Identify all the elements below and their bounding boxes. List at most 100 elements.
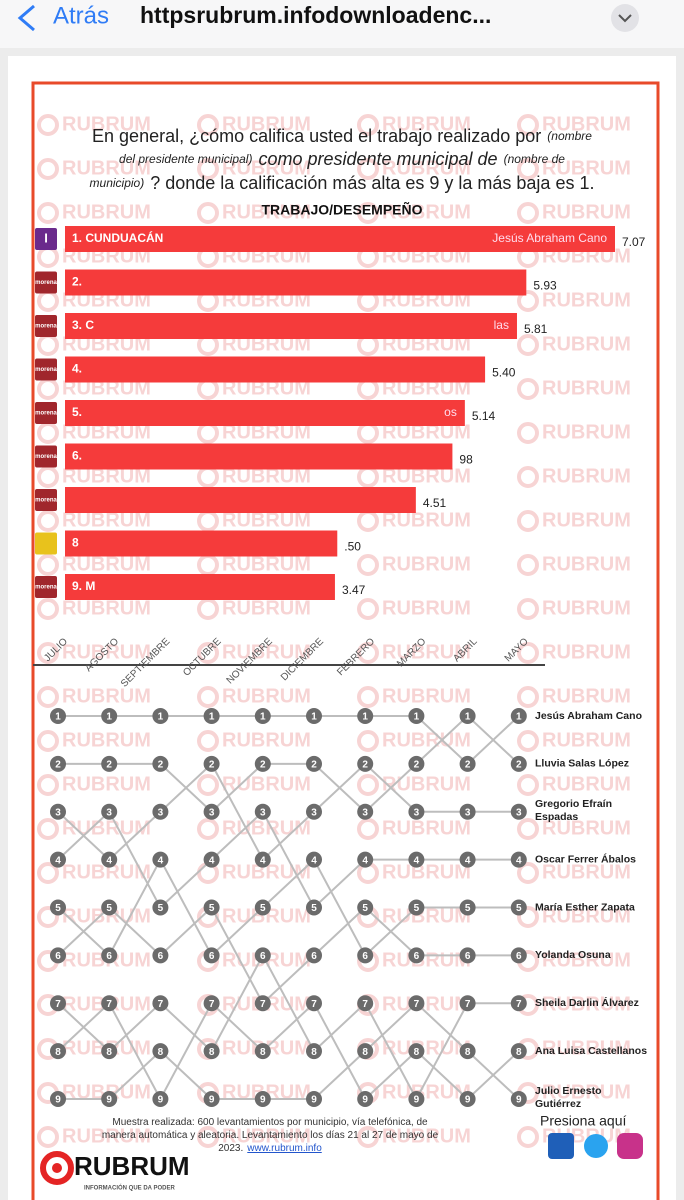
rank-number: 2 <box>414 760 420 771</box>
rank-number: 2 <box>362 760 368 771</box>
rank-number: 8 <box>260 1047 266 1058</box>
watermark: RUBRUM <box>542 861 631 883</box>
watermark: RUBRUM <box>542 553 631 575</box>
menu-button[interactable] <box>611 4 639 32</box>
watermark: RUBRUM <box>222 641 311 663</box>
rank-node <box>254 995 271 1012</box>
watermark: RUBRUM <box>542 597 631 619</box>
facebook-icon[interactable] <box>548 1133 574 1159</box>
candidate-name-part: Espadas <box>535 811 578 823</box>
rank-number: 9 <box>158 1095 164 1106</box>
question-line: municipio) ? donde la calificación más al… <box>90 173 595 193</box>
instagram-icon[interactable] <box>617 1133 643 1159</box>
value-label: 7.07 <box>622 235 646 249</box>
rank-node <box>357 947 374 964</box>
back-arrow[interactable] <box>17 4 35 32</box>
watermark: RUBRUM <box>542 377 631 399</box>
party-badge <box>35 532 57 555</box>
value-label: 98 <box>459 453 473 467</box>
watermark-icon <box>197 730 219 752</box>
rank-node <box>459 995 476 1012</box>
watermark-icon <box>357 818 379 840</box>
rank-number: 5 <box>158 903 164 914</box>
watermark: RUBRUM <box>542 201 631 223</box>
rank-number: 1 <box>260 712 266 723</box>
watermark: RUBRUM <box>222 553 311 575</box>
rank-node <box>510 851 527 868</box>
rank-node <box>101 1091 118 1107</box>
watermark: RUBRUM <box>222 201 311 223</box>
twitter-icon[interactable] <box>584 1134 608 1158</box>
bar-name: las <box>494 318 509 332</box>
watermark-icon <box>517 642 539 664</box>
footer-text: manera automática y aleatoria. Levantami… <box>102 1130 439 1141</box>
rank-node <box>152 803 169 820</box>
watermark: RUBRUM <box>542 729 631 751</box>
watermark: RUBRUM <box>222 861 311 883</box>
watermark: RUBRUM <box>542 333 631 355</box>
watermark-icon <box>517 378 539 400</box>
rank-node <box>306 708 322 724</box>
watermark: RUBRUM <box>222 597 311 619</box>
watermark-icon <box>37 730 59 752</box>
watermark: RUBRUM <box>542 905 631 927</box>
rank-node <box>408 803 425 820</box>
bar <box>65 226 615 252</box>
rank-node <box>203 708 220 724</box>
watermark: RUBRUM <box>382 1125 471 1147</box>
rank-node <box>50 899 66 916</box>
rank-node <box>101 803 118 820</box>
rank-node <box>306 851 322 868</box>
rank-number: 7 <box>158 999 164 1010</box>
watermark: RUBRUM <box>222 729 311 751</box>
url[interactable]: httpsrubrum.infodownloadenc... <box>140 2 491 28</box>
rank-number: 3 <box>311 807 317 818</box>
rank-line <box>57 810 519 910</box>
rank-node <box>408 851 425 868</box>
rank-number: 7 <box>362 999 368 1010</box>
value-label: 3.47 <box>342 583 366 597</box>
rank-line <box>57 905 519 1005</box>
rank-node <box>101 1043 118 1060</box>
logo-dot <box>52 1163 62 1173</box>
watermark: RUBRUM <box>222 113 311 135</box>
rank-node <box>306 803 322 820</box>
rank-number: 4 <box>311 855 317 866</box>
watermark: RUBRUM <box>382 641 471 663</box>
rank-node <box>459 851 476 868</box>
rank-line <box>58 714 520 814</box>
footer-link: www.rubrum.info <box>246 1143 322 1154</box>
watermark: RUBRUM <box>62 113 151 135</box>
rank-node <box>459 1091 476 1107</box>
rank-number: 1 <box>414 712 420 723</box>
bar <box>65 400 465 426</box>
rank-number: 5 <box>465 903 471 914</box>
question-text: (nombre de <box>504 152 566 166</box>
rank-node <box>357 708 374 724</box>
watermark-icon <box>37 642 59 664</box>
rank-node <box>203 1091 220 1107</box>
rank-node <box>50 947 66 964</box>
rank-node <box>408 1091 425 1107</box>
rank-number: 9 <box>362 1095 368 1106</box>
party-badge <box>35 576 57 598</box>
watermark: RUBRUM <box>382 993 471 1015</box>
rank-number: 7 <box>414 999 420 1010</box>
candidate-name: Ana Luisa Castellanos <box>535 1045 647 1057</box>
rank-node <box>254 851 271 868</box>
candidate-name: Gregorio Efraín Espadas <box>535 798 612 823</box>
watermark-icon <box>357 774 379 796</box>
back-button[interactable]: Atrás <box>53 2 109 29</box>
watermark-icon <box>517 730 539 752</box>
rank-node <box>101 995 118 1012</box>
watermark-icon <box>197 818 219 840</box>
rank-number: 5 <box>55 903 61 914</box>
rank-node <box>357 755 374 772</box>
rank-number: 6 <box>311 951 317 962</box>
party-label: morena <box>35 411 57 417</box>
watermark: RUBRUM <box>222 465 311 487</box>
watermark-icon <box>197 642 219 664</box>
watermark-icon <box>37 510 59 532</box>
rank-number: 6 <box>55 951 61 962</box>
rank-number: 3 <box>260 807 266 818</box>
